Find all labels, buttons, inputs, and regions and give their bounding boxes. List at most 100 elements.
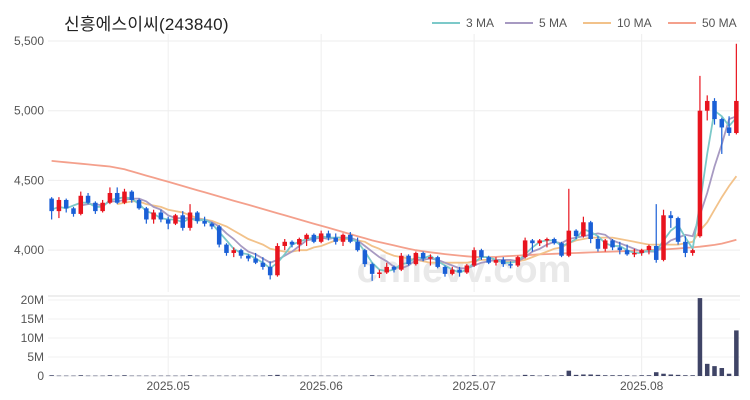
volume-bar	[216, 375, 222, 377]
candle-body	[399, 255, 404, 270]
volume-bar	[581, 374, 586, 376]
volume-bar	[158, 375, 164, 377]
candle-body	[49, 198, 54, 212]
candle-body	[340, 234, 346, 242]
candle-body	[683, 241, 688, 253]
candle-body	[559, 243, 564, 256]
candle-body	[209, 223, 215, 227]
candle-body	[187, 212, 193, 228]
candle-body	[151, 212, 156, 220]
candle-body	[501, 259, 506, 265]
volume-bar	[697, 298, 703, 376]
volume-bar	[493, 375, 499, 377]
volume-bar	[479, 375, 484, 377]
candle-body	[595, 239, 601, 249]
volume-bar	[195, 375, 200, 377]
price-y-tick-label: 5,500	[14, 34, 44, 48]
candle-body	[653, 245, 659, 260]
volume-bar	[726, 373, 732, 376]
price-y-tick-label: 5,000	[14, 104, 44, 118]
candle-body	[479, 250, 484, 258]
volume-bar	[107, 375, 113, 376]
candle-body	[311, 234, 317, 242]
candle-body	[704, 100, 710, 111]
legend-swatch	[505, 22, 533, 24]
volume-bar	[632, 375, 637, 377]
candle-body	[384, 266, 389, 273]
volume-bar	[136, 375, 142, 377]
candle-body	[588, 222, 593, 240]
x-tick-label: 2025.07	[452, 379, 496, 393]
candle-body	[355, 241, 360, 251]
candle-body	[544, 239, 550, 241]
candle-body	[71, 208, 76, 214]
volume-bar	[93, 375, 98, 377]
volume-y-tick-label: 10M	[21, 331, 44, 345]
candle-body	[122, 191, 127, 203]
volume-bar	[413, 375, 419, 377]
legend-swatch	[432, 22, 460, 24]
volume-bar	[289, 375, 295, 377]
candle-body	[420, 252, 426, 259]
volume-bar	[71, 375, 76, 377]
volume-bar	[100, 375, 105, 377]
candle-body	[136, 199, 142, 209]
volume-bar	[253, 375, 258, 377]
volume-y-tick-label: 5M	[27, 350, 44, 364]
volume-bar	[85, 375, 91, 377]
candle-body	[581, 222, 586, 237]
volume-bar	[653, 372, 659, 376]
volume-bar	[508, 375, 513, 377]
volume-bar	[639, 375, 644, 376]
volume-bar	[683, 375, 688, 376]
legend-item: 50 MA	[668, 16, 737, 30]
volume-bar	[420, 375, 426, 377]
volume-bar	[391, 375, 397, 377]
volume-bar	[114, 375, 120, 377]
candle-body	[78, 195, 84, 214]
candle-body	[508, 264, 513, 266]
candle-body	[318, 233, 324, 242]
volume-bar	[530, 375, 535, 376]
candle-body	[566, 230, 572, 256]
volume-bar	[340, 375, 346, 377]
volume-bar	[355, 375, 360, 377]
volume-bar	[471, 375, 477, 376]
volume-bar	[238, 375, 244, 377]
x-tick-label: 2025.06	[299, 379, 343, 393]
candle-body	[202, 220, 207, 224]
volume-bar	[573, 374, 579, 376]
volume-bar	[668, 374, 674, 376]
candle-body	[180, 215, 186, 228]
legend-item: 3 MA	[432, 16, 494, 30]
candle-body	[719, 119, 725, 128]
volume-bar	[49, 375, 54, 376]
candle-body	[253, 258, 258, 263]
candle-body	[93, 202, 98, 212]
legend-swatch	[583, 22, 611, 24]
volume-bar	[457, 375, 462, 377]
x-tick-label: 2025.08	[620, 379, 664, 393]
volume-bar	[56, 375, 62, 377]
volume-bar	[399, 375, 404, 377]
volume-bar	[515, 375, 521, 377]
volume-bar	[144, 375, 149, 377]
candle-body	[238, 250, 244, 256]
candle-body	[610, 240, 615, 248]
volume-bar	[712, 366, 717, 376]
candle-body	[675, 218, 681, 242]
candle-body	[304, 234, 309, 240]
candle-body	[471, 250, 477, 266]
volume-bar	[311, 375, 317, 377]
volume-bar	[129, 375, 135, 377]
candle-body	[712, 100, 717, 120]
x-tick-label: 2025.05	[146, 379, 190, 393]
candle-body	[734, 100, 739, 134]
volume-bar	[602, 375, 608, 376]
volume-bar	[165, 375, 171, 377]
volume-bar	[428, 375, 433, 377]
candle-body	[522, 240, 528, 258]
volume-bar	[231, 375, 237, 377]
candle-body	[158, 212, 164, 220]
